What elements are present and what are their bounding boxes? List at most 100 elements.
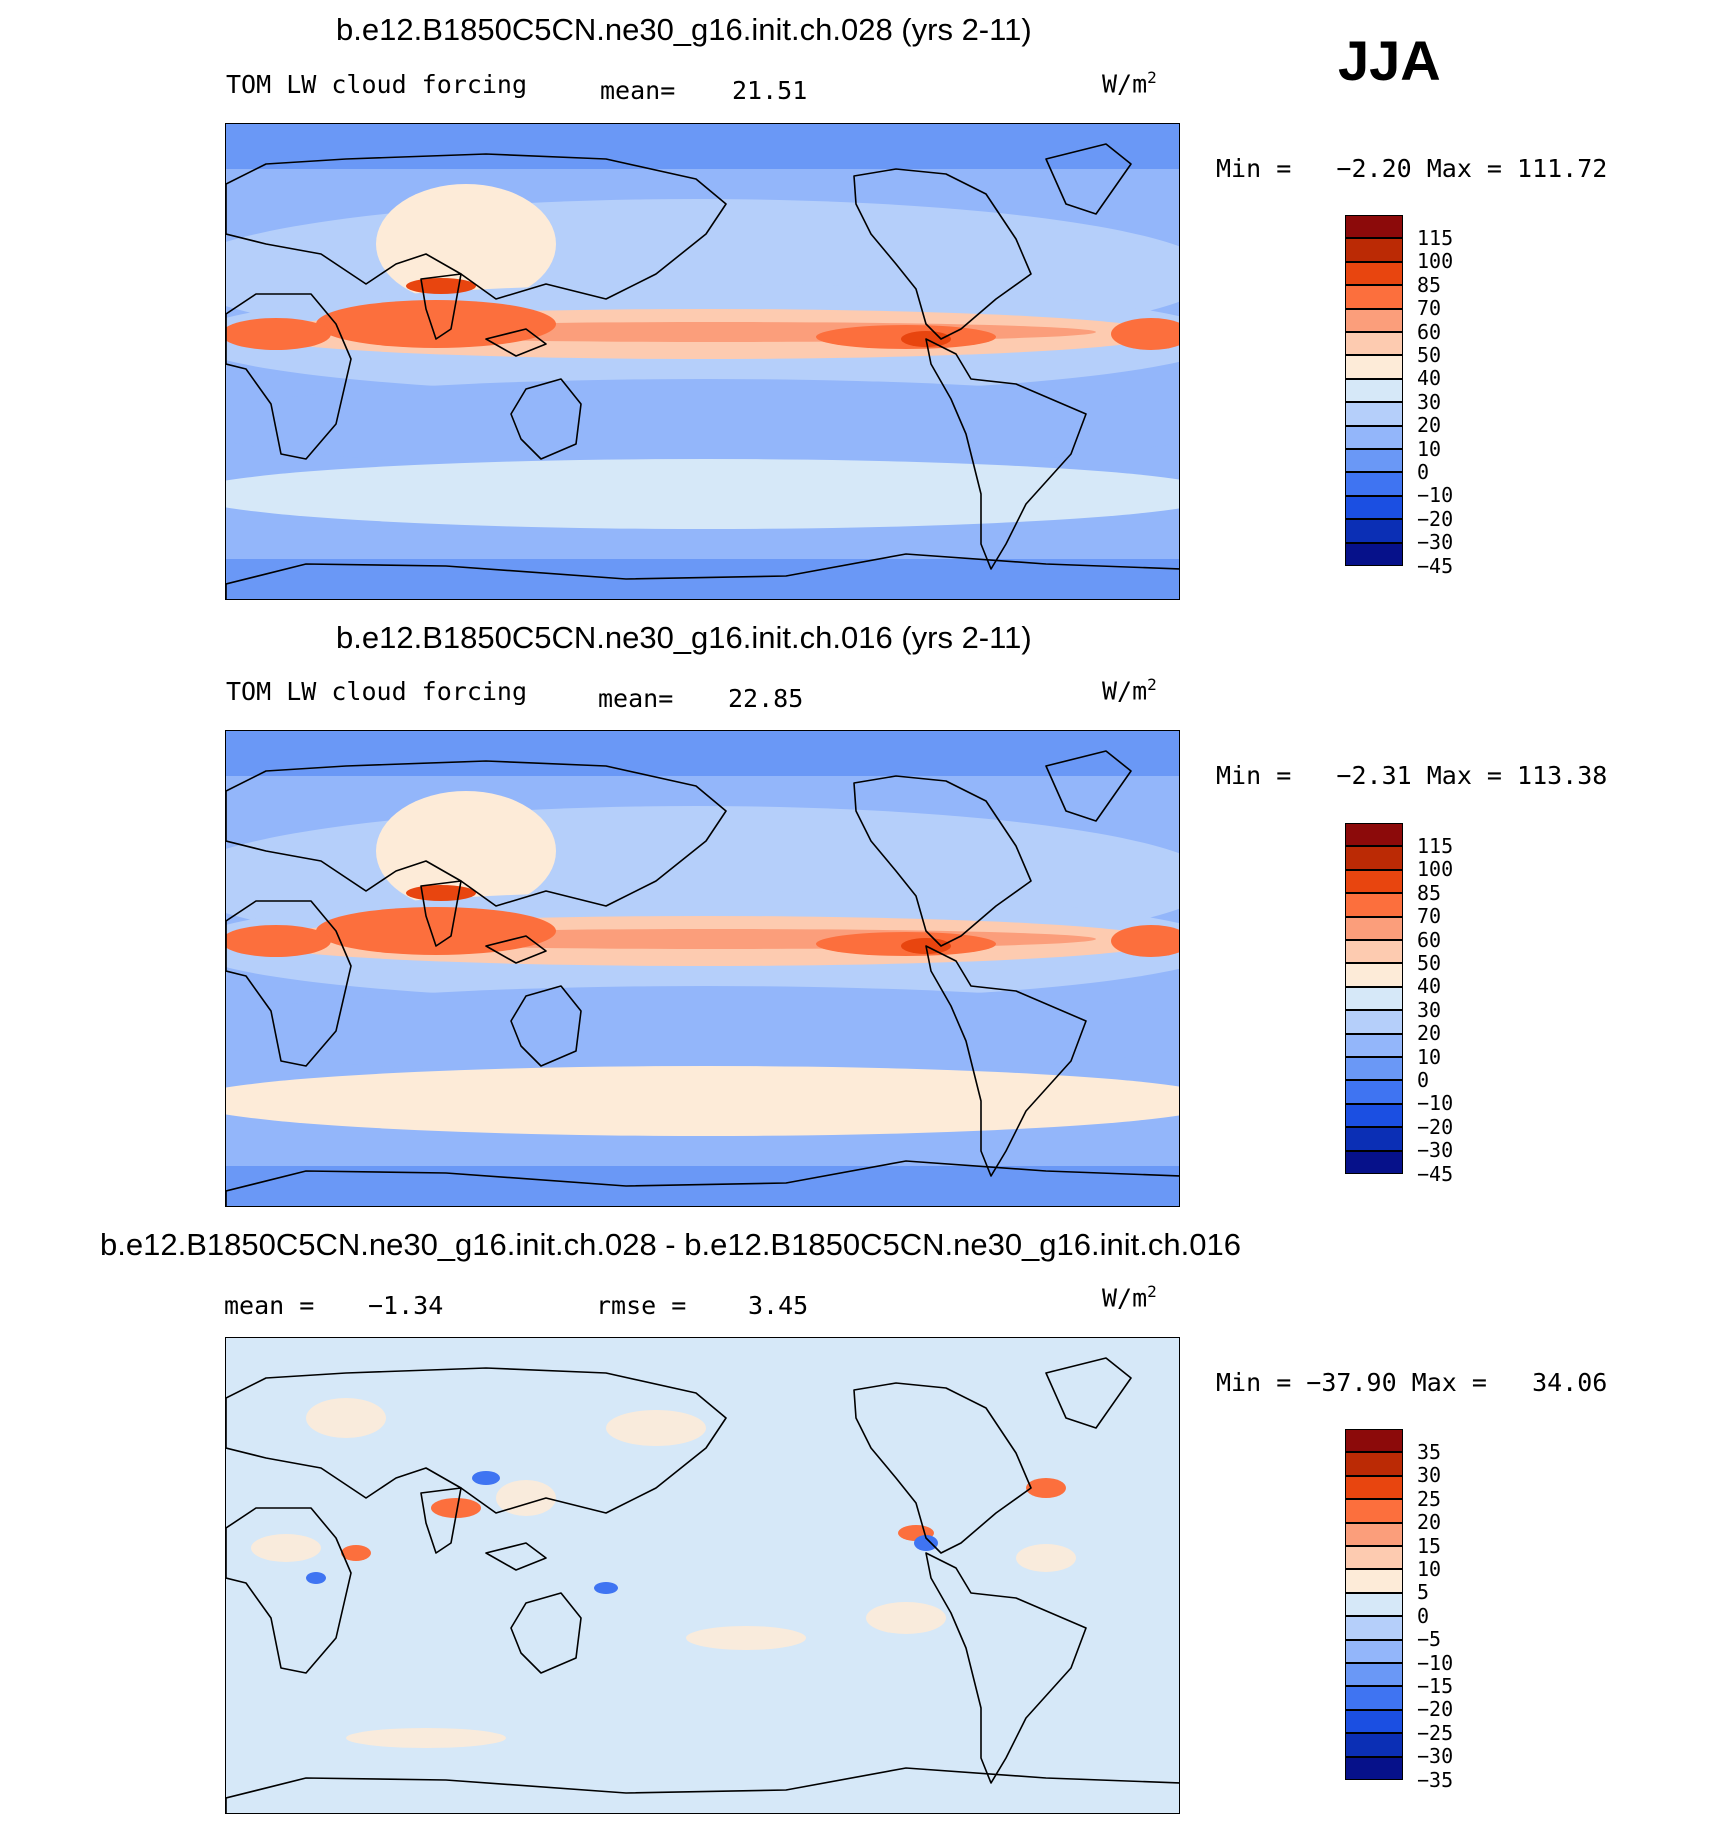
colorbar-tick-label: 70	[1417, 296, 1442, 321]
panel-2-units: W/m2	[1102, 675, 1157, 705]
colorbar-swatch	[1345, 308, 1403, 332]
colorbar-swatch	[1345, 823, 1403, 847]
colorbar-tick-label: −45	[1417, 553, 1454, 578]
colorbar-tick-label: 85	[1417, 272, 1442, 297]
panel-3-rmse-value: 3.45	[748, 1291, 809, 1320]
panel-3-mean-label: mean =	[224, 1291, 315, 1320]
colorbar-tick-label: 100	[1417, 857, 1454, 882]
colorbar-tick-label: 50	[1417, 951, 1442, 975]
colorbar-tick-label: 5	[1417, 1580, 1430, 1605]
colorbar-tick-label: −20	[1417, 1697, 1454, 1722]
panel-1-title: b.e12.B1850C5CN.ne30_g16.init.ch.028 (yr…	[336, 12, 1032, 47]
colorbar-tick-label: 0	[1417, 1068, 1430, 1092]
colorbar-tick-label: 10	[1417, 436, 1442, 461]
colorbar-tick-label: 60	[1417, 319, 1442, 344]
colorbar-swatch	[1345, 1080, 1403, 1104]
panel-1-mean-value: 21.51	[732, 76, 808, 105]
colorbar-tick-label: −20	[1417, 1114, 1454, 1139]
units-superscript: 2	[1147, 1282, 1157, 1301]
colorbar-tick-label: −10	[1417, 1091, 1454, 1116]
colorbar-swatch	[1345, 1663, 1403, 1687]
colorbar-swatch	[1345, 1150, 1403, 1174]
colorbar-swatch	[1345, 1010, 1403, 1034]
colorbar-tick-label: 20	[1417, 1021, 1442, 1046]
panel-3-map	[225, 1337, 1180, 1814]
colorbar-tick-label: −45	[1417, 1161, 1454, 1186]
panel-1-min-max: Min = −2.20 Max = 111.72	[1216, 154, 1608, 183]
panel-3-rmse-label: rmse =	[596, 1291, 687, 1320]
colorbar-swatch	[1345, 1103, 1403, 1128]
colorbar-swatch	[1345, 1522, 1403, 1546]
season-label: JJA	[1338, 29, 1441, 92]
colorbar-swatch	[1345, 542, 1403, 566]
colorbar-tick-label: −10	[1417, 1650, 1454, 1675]
colorbar-swatch	[1345, 425, 1403, 449]
panel-2-min-max: Min = −2.31 Max = 113.38	[1216, 761, 1608, 790]
units-superscript: 2	[1147, 675, 1157, 694]
panel-3-units: W/m2	[1102, 1282, 1157, 1312]
panel-2-mean-label: mean=	[598, 684, 674, 713]
colorbar-swatch	[1345, 495, 1403, 520]
colorbar-swatch	[1345, 215, 1403, 239]
colorbar-tick-label: −30	[1417, 1744, 1454, 1769]
colorbar-tick-label: 10	[1417, 1557, 1442, 1581]
colorbar-swatch	[1345, 1569, 1403, 1593]
panel-2-mean-value: 22.85	[728, 684, 804, 713]
panel-1-mean-label: mean=	[600, 76, 676, 105]
colorbar-tick-label: −35	[1417, 1767, 1454, 1792]
colorbar-swatch	[1345, 355, 1403, 379]
colorbar-swatch	[1345, 378, 1403, 403]
panel-3-title: b.e12.B1850C5CN.ne30_g16.init.ch.028 - b…	[100, 1227, 1241, 1262]
colorbar-tick-label: −25	[1417, 1720, 1454, 1745]
map-plot	[226, 1338, 1179, 1813]
colorbar-tick-label: 20	[1417, 1510, 1442, 1535]
units-text: W/m	[1102, 676, 1148, 706]
map-plot	[226, 731, 1179, 1206]
colorbar-tick-label: 20	[1417, 413, 1442, 438]
map-plot	[226, 124, 1179, 599]
colorbar-swatch	[1345, 238, 1403, 262]
panel-1-variable-label: TOM LW cloud forcing	[226, 70, 528, 99]
colorbar-tick-label: 85	[1417, 880, 1442, 905]
panel-3-mean-value: −1.34	[368, 1291, 444, 1320]
colorbar-tick-label: 115	[1417, 226, 1454, 250]
colorbar-swatch	[1345, 940, 1403, 964]
colorbar-swatch	[1345, 1429, 1403, 1453]
panel-2-title: b.e12.B1850C5CN.ne30_g16.init.ch.016 (yr…	[336, 620, 1032, 655]
colorbar-swatch	[1345, 963, 1403, 987]
colorbar-swatch	[1345, 261, 1403, 286]
units-text: W/m	[1102, 69, 1148, 99]
colorbar-swatch	[1345, 893, 1403, 917]
colorbar-tick-label: 35	[1417, 1440, 1442, 1464]
colorbar-tick-label: 40	[1417, 366, 1442, 391]
colorbar-tick-label: −30	[1417, 530, 1454, 555]
colorbar-tick-label: −20	[1417, 506, 1454, 531]
colorbar-tick-label: 15	[1417, 1533, 1442, 1558]
colorbar-swatch	[1345, 332, 1403, 356]
colorbar-tick-label: 10	[1417, 1044, 1442, 1069]
colorbar-swatch	[1345, 402, 1403, 426]
colorbar-tick-label: 60	[1417, 927, 1442, 952]
colorbar-tick-label: −5	[1417, 1627, 1442, 1652]
colorbar-tick-label: 30	[1417, 389, 1442, 414]
colorbar-swatch	[1345, 1709, 1403, 1734]
panel-1-map	[225, 123, 1180, 600]
colorbar-swatch	[1345, 1057, 1403, 1081]
colorbar-tick-label: −30	[1417, 1138, 1454, 1163]
colorbar-swatch	[1345, 916, 1403, 940]
colorbar-tick-label: 115	[1417, 834, 1454, 858]
colorbar-swatch	[1345, 846, 1403, 870]
colorbar-swatch	[1345, 285, 1403, 309]
colorbar-tick-label: 30	[1417, 997, 1442, 1022]
colorbar-swatch	[1345, 1499, 1403, 1523]
colorbar-swatch	[1345, 519, 1403, 543]
colorbar-swatch	[1345, 1475, 1403, 1500]
colorbar-swatch	[1345, 472, 1403, 496]
colorbar-swatch	[1345, 1592, 1403, 1617]
colorbar-tick-label: 30	[1417, 1463, 1442, 1488]
colorbar-swatch	[1345, 869, 1403, 894]
panel-2-variable-label: TOM LW cloud forcing	[226, 677, 528, 706]
colorbar-swatch	[1345, 1452, 1403, 1476]
colorbar-tick-label: 0	[1417, 1603, 1430, 1628]
colorbar-tick-label: 0	[1417, 460, 1430, 484]
